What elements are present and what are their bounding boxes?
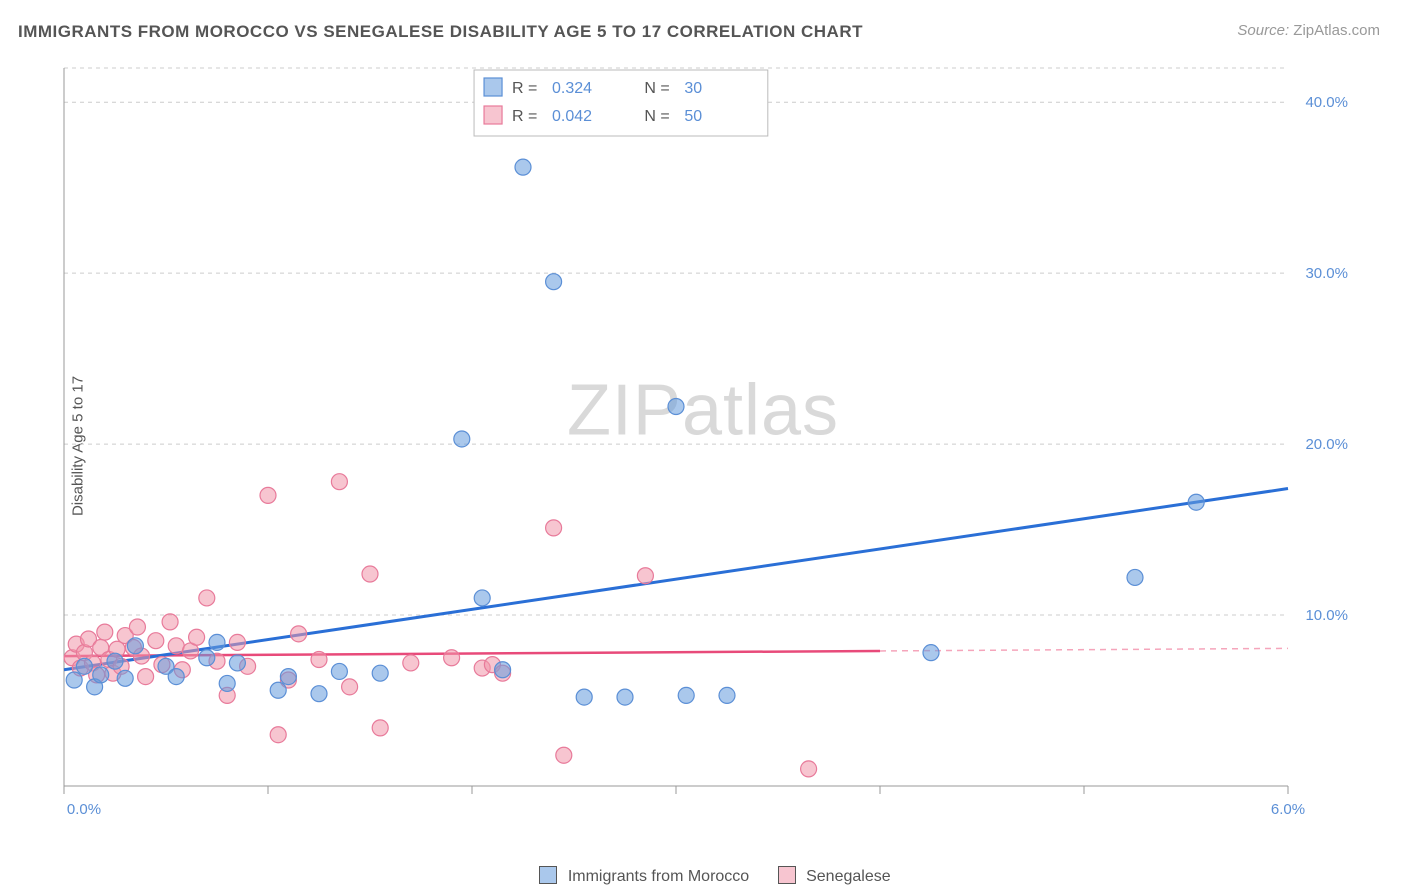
svg-text:30: 30: [684, 80, 702, 97]
scatter-point-morocco: [668, 398, 684, 414]
scatter-point-senegalese: [162, 614, 178, 630]
scatter-point-morocco: [617, 689, 633, 705]
svg-text:R =: R =: [512, 80, 537, 97]
scatter-point-morocco: [495, 662, 511, 678]
scatter-point-senegalese: [801, 761, 817, 777]
scatter-point-morocco: [280, 669, 296, 685]
scatter-point-morocco: [454, 431, 470, 447]
scatter-point-morocco: [678, 687, 694, 703]
scatter-point-senegalese: [362, 566, 378, 582]
scatter-point-senegalese: [403, 655, 419, 671]
svg-text:50: 50: [684, 108, 702, 125]
scatter-point-senegalese: [168, 638, 184, 654]
svg-text:0.042: 0.042: [552, 108, 592, 125]
svg-text:ZIPatlas: ZIPatlas: [567, 370, 839, 450]
scatter-point-morocco: [576, 689, 592, 705]
scatter-point-senegalese: [342, 679, 358, 695]
scatter-point-morocco: [209, 634, 225, 650]
scatter-point-morocco: [1188, 494, 1204, 510]
svg-text:0.0%: 0.0%: [67, 801, 101, 818]
scatter-point-morocco: [923, 645, 939, 661]
scatter-point-senegalese: [229, 634, 245, 650]
legend-swatch-senegalese: [778, 866, 796, 884]
scatter-point-morocco: [76, 658, 92, 674]
scatter-point-senegalese: [637, 568, 653, 584]
scatter-point-morocco: [66, 672, 82, 688]
svg-text:40.0%: 40.0%: [1305, 94, 1348, 111]
scatter-point-senegalese: [556, 747, 572, 763]
legend-label-morocco: Immigrants from Morocco: [568, 868, 749, 885]
scatter-point-senegalese: [270, 727, 286, 743]
scatter-point-morocco: [168, 669, 184, 685]
source-value: ZipAtlas.com: [1293, 22, 1380, 39]
source-label: Source:: [1237, 22, 1289, 39]
svg-text:R =: R =: [512, 108, 537, 125]
svg-text:0.324: 0.324: [552, 80, 592, 97]
svg-text:20.0%: 20.0%: [1305, 436, 1348, 453]
svg-text:10.0%: 10.0%: [1305, 607, 1348, 624]
legend-label-senegalese: Senegalese: [806, 868, 891, 885]
bottom-legend: Immigrants from Morocco Senegalese: [0, 866, 1406, 886]
scatter-point-morocco: [1127, 569, 1143, 585]
scatter-point-morocco: [117, 670, 133, 686]
scatter-point-morocco: [107, 653, 123, 669]
scatter-point-senegalese: [148, 633, 164, 649]
scatter-point-senegalese: [260, 487, 276, 503]
scatter-point-morocco: [331, 663, 347, 679]
scatter-point-morocco: [546, 274, 562, 290]
scatter-point-senegalese: [372, 720, 388, 736]
scatter-point-senegalese: [311, 651, 327, 667]
chart-title: IMMIGRANTS FROM MOROCCO VS SENEGALESE DI…: [18, 22, 863, 42]
scatter-point-morocco: [719, 687, 735, 703]
svg-text:30.0%: 30.0%: [1305, 265, 1348, 282]
scatter-point-morocco: [372, 665, 388, 681]
scatter-point-morocco: [219, 675, 235, 691]
scatter-point-senegalese: [291, 626, 307, 642]
scatter-point-morocco: [474, 590, 490, 606]
scatter-point-senegalese: [331, 474, 347, 490]
legend-swatch-morocco: [539, 866, 557, 884]
scatter-point-morocco: [93, 667, 109, 683]
svg-text:6.0%: 6.0%: [1271, 801, 1305, 818]
scatter-point-senegalese: [546, 520, 562, 536]
scatter-point-morocco: [127, 638, 143, 654]
scatter-point-morocco: [311, 686, 327, 702]
chart-svg: ZIPatlas 0.0% 6.0% 10.0% 20.0% 30.0% 40.0% R = 0…: [48, 60, 1358, 840]
scatter-point-senegalese: [199, 590, 215, 606]
scatter-chart: ZIPatlas 0.0% 6.0% 10.0% 20.0% 30.0% 40.0% R = 0…: [48, 60, 1358, 840]
scatter-point-senegalese: [444, 650, 460, 666]
scatter-point-morocco: [229, 655, 245, 671]
chart-source: Source: ZipAtlas.com: [1237, 22, 1380, 39]
svg-text:N =: N =: [644, 80, 669, 97]
scatter-point-morocco: [199, 650, 215, 666]
scatter-point-morocco: [270, 682, 286, 698]
scatter-point-senegalese: [129, 619, 145, 635]
scatter-point-morocco: [515, 159, 531, 175]
scatter-point-senegalese: [97, 624, 113, 640]
scatter-point-senegalese: [189, 629, 205, 645]
scatter-point-senegalese: [138, 669, 154, 685]
svg-text:N =: N =: [644, 108, 669, 125]
